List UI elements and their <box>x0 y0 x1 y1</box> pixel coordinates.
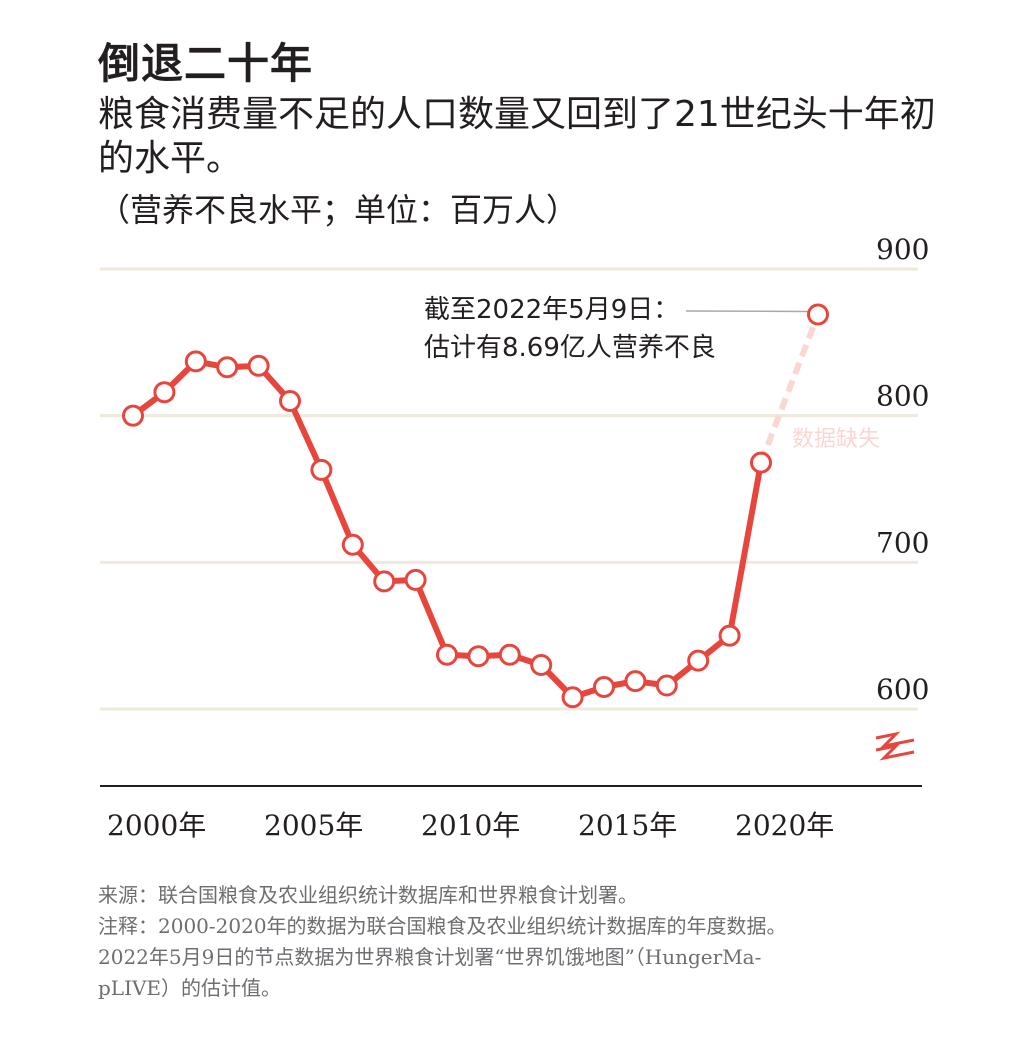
data-point-2004 <box>247 354 270 377</box>
note-text-2: 2022年5月9日的节点数据为世界粮食计划署“世界饥饿地图”（HungerMa- <box>98 945 762 969</box>
data-point-2017 <box>655 674 678 697</box>
y-tick-label-700: 700 <box>876 526 929 559</box>
source-text: 来源：联合国粮食及农业组织统计数据库和世界粮食计划署。 <box>98 883 638 907</box>
data-point-2007 <box>341 533 364 556</box>
chart-subtitle: 粮食消费量不足的人口数量又回到了21世纪头十年初的水平。 <box>98 94 936 179</box>
data-point-2012 <box>498 643 521 666</box>
data-point-2015 <box>593 676 615 698</box>
data-point-2013 <box>530 654 553 676</box>
data-point-2001 <box>153 381 176 404</box>
x-axis-ticks: 2000年 2005年 2010年 2015年 2020年 <box>107 809 834 842</box>
data-point-2008 <box>373 570 396 593</box>
y-tick-label-600: 600 <box>876 673 929 706</box>
annotation-line-2: 估计有8.69亿人营养不良 <box>424 333 716 363</box>
data-point-estimate <box>807 303 829 326</box>
y-axis-ticks: 900 800 700 600 <box>876 233 929 706</box>
x-tick-label-2020: 2020年 <box>735 809 834 842</box>
data-point-2009 <box>404 568 427 591</box>
data-point-2011 <box>467 645 490 668</box>
unit-label: （营养不良水平；单位：百万人） <box>98 191 579 229</box>
source-notes: 来源：联合国粮食及农业组织统计数据库和世界粮食计划署。 注释：2000-2020… <box>98 880 958 1004</box>
y-tick-label-800: 800 <box>876 380 929 413</box>
data-point-2000 <box>122 404 144 427</box>
x-tick-label-2015: 2015年 <box>578 809 677 842</box>
data-point-2002 <box>184 350 207 373</box>
line-chart: 900 800 700 600 2000年 2005年 2010年 2015年 2020年 数… <box>100 233 929 842</box>
data-point-2020 <box>750 451 772 474</box>
data-point-2016 <box>624 670 647 693</box>
y-tick-label-900: 900 <box>876 233 929 266</box>
x-tick-label-2005: 2005年 <box>264 809 363 842</box>
missing-data-label: 数据缺失 <box>792 427 880 452</box>
note-text-3: pLIVE）的估计值。 <box>98 976 282 1000</box>
data-point-2014 <box>561 686 584 709</box>
data-point-2006 <box>310 458 333 481</box>
note-text-1: 注释：2000-2020年的数据为联合国粮食及农业组织统计数据库的年度数据。 <box>98 914 787 938</box>
missing-data-segment <box>758 313 821 464</box>
gridlines <box>100 267 918 711</box>
data-point-2019 <box>718 624 741 647</box>
data-points <box>122 303 829 709</box>
axis-break-stroke-lower <box>875 743 915 761</box>
data-point-2003 <box>216 356 239 379</box>
axis-break-icon <box>875 731 915 761</box>
data-point-2018 <box>687 649 710 672</box>
data-point-2005 <box>279 390 301 412</box>
chart-title: 倒退二十年 <box>98 39 314 88</box>
data-point-2010 <box>436 643 458 666</box>
x-tick-label-2010: 2010年 <box>421 809 520 842</box>
annotation-line-1: 截至2022年5月9日： <box>424 295 679 325</box>
axis-break-stroke-upper <box>875 731 915 749</box>
x-tick-label-2000: 2000年 <box>107 809 206 842</box>
